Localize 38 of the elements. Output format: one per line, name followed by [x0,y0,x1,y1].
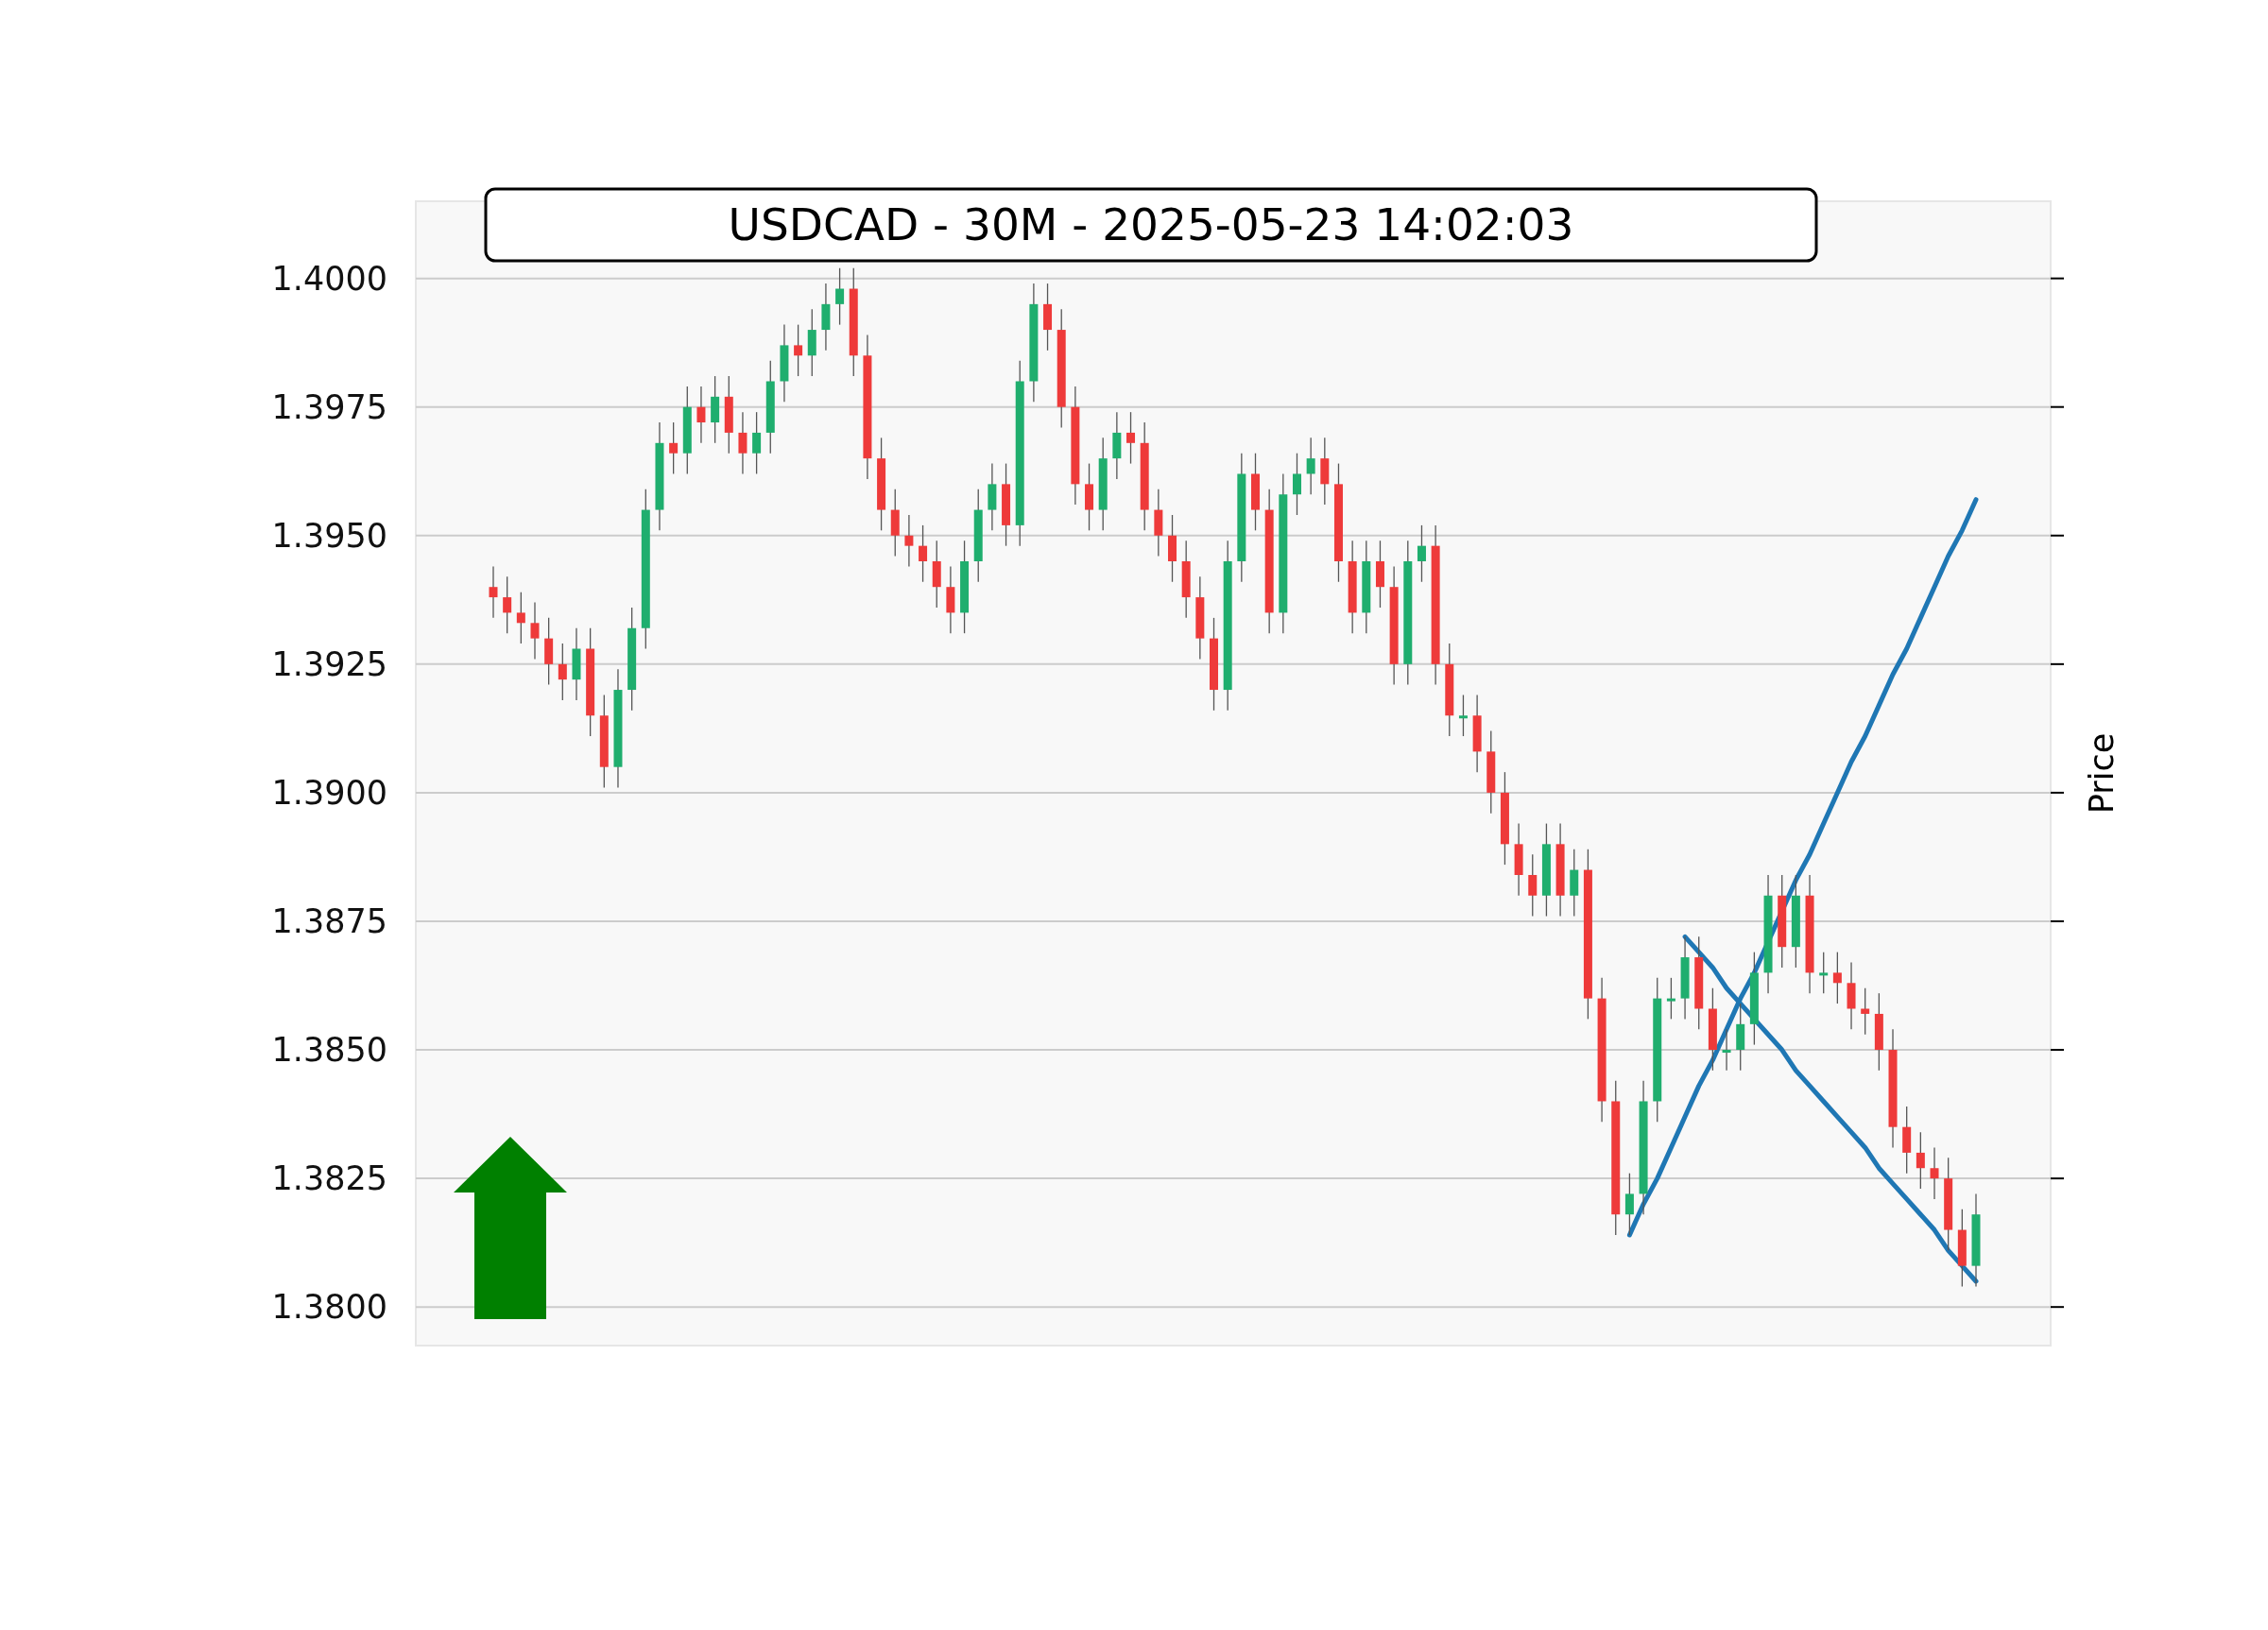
candlestick [489,565,498,619]
candlestick [1832,951,1842,1004]
candlestick [696,386,706,444]
candlestick [1666,977,1675,1021]
candlestick [1722,1028,1731,1072]
candlestick [1528,853,1538,918]
candlestick [738,411,747,475]
y-tick-label: 1.3950 [271,517,387,556]
candlestick [794,323,803,377]
y-tick-label: 1.3875 [271,902,387,941]
chart-title: USDCAD - 30M - 2025-05-23 14:02:03 [728,198,1574,251]
candlestick [1916,1131,1925,1190]
candlestick [516,591,525,644]
candlestick [1306,437,1315,495]
candlestick [904,514,914,568]
candlestick [919,524,928,583]
candlestick [1930,1146,1939,1200]
candlestick [1126,411,1136,465]
candlestick [503,575,512,634]
candlestick [669,421,679,475]
candlestick [1624,1173,1634,1236]
candlestick [1292,453,1301,516]
y-tick-label: 1.3900 [271,774,387,813]
candlestick [1417,524,1426,583]
candlestick [752,411,762,475]
candlestick [1819,951,1829,994]
candlestick [530,601,540,661]
y-tick-label: 1.3975 [271,387,387,426]
y-tick-label: 1.3850 [271,1031,387,1070]
y-tick-label: 1.3825 [271,1159,387,1198]
y-axis-title: Price [2083,732,2121,815]
candlestick [558,643,567,701]
y-tick-label: 1.3800 [271,1288,387,1327]
y-tick-label: 1.3925 [271,645,387,684]
candlestick [1458,694,1468,737]
candlestick [1861,987,1870,1036]
candlestick [835,267,845,326]
y-tick-label: 1.4000 [271,259,387,298]
